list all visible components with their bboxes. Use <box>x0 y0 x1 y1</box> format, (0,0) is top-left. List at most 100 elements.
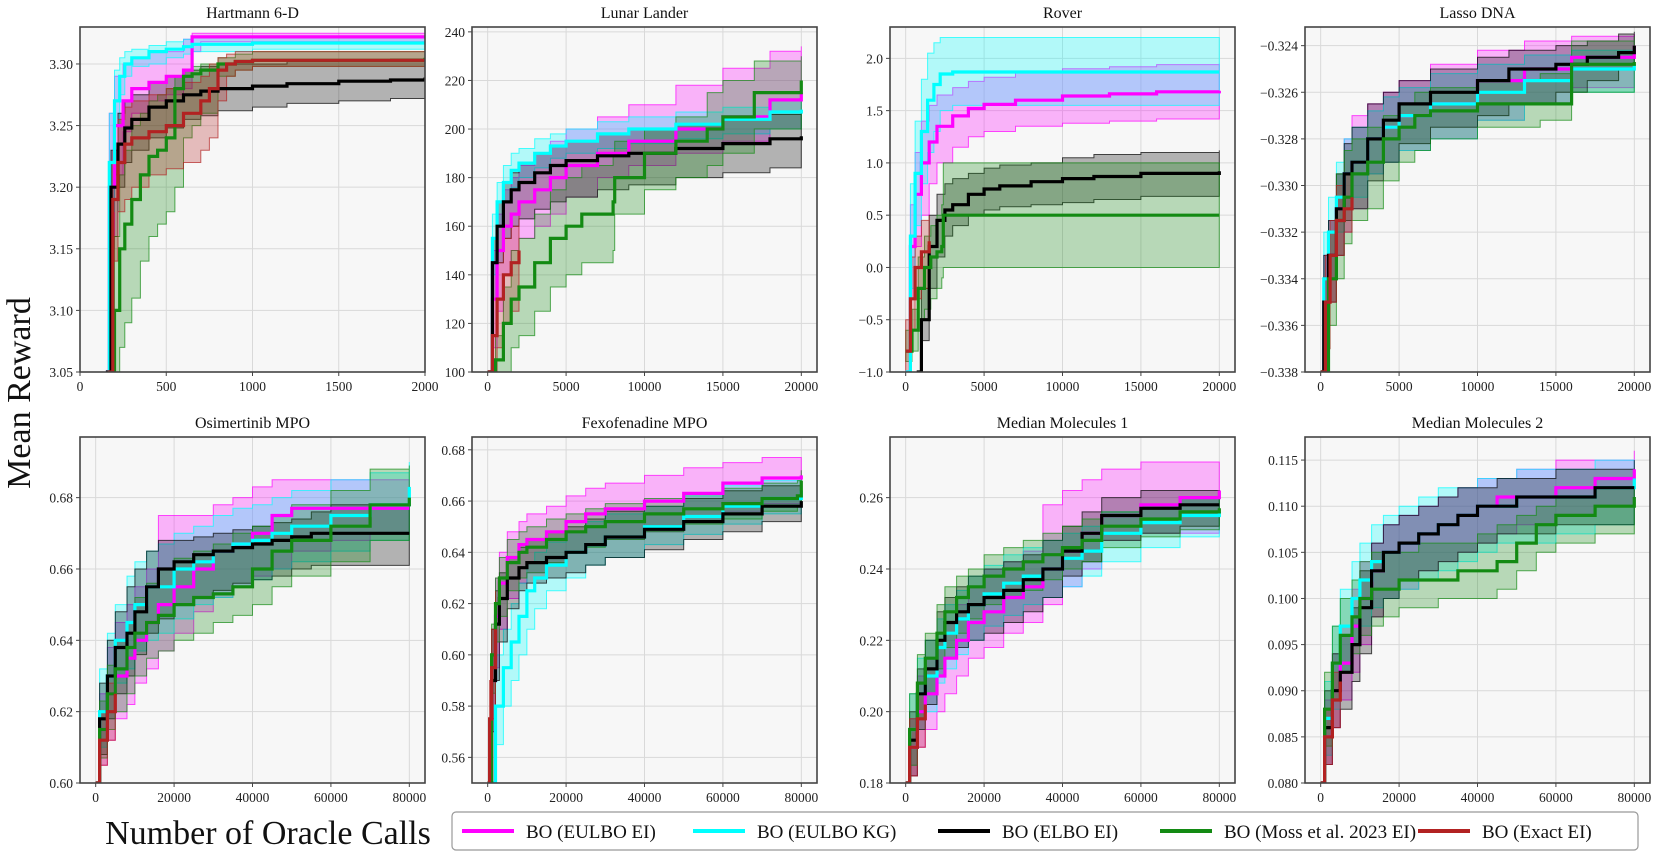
plot-fexofenadine-mpo-y-tick-label: 0.58 <box>441 699 465 714</box>
plot-fexofenadine-mpo-x-tick-label: 20000 <box>549 790 583 805</box>
plot-median-molecules-1-x-tick-label: 80000 <box>1202 790 1236 805</box>
plot-median-molecules-2-series-area <box>1320 450 1636 783</box>
plot-osimertinib-mpo: 0 20000 40000 60000 80000 0.60 0.62 0.64 0.66 0.6… <box>49 415 426 805</box>
plot-median-molecules-1-x-tick-label: 20000 <box>967 790 1001 805</box>
plot-osimertinib-mpo-y-tick-label: 0.68 <box>49 491 73 506</box>
plot-lasso-dna-y-tick-label: −0.330 <box>1260 179 1298 194</box>
plot-lasso-dna-y-tick-label: −0.328 <box>1260 132 1298 147</box>
x-axis-label: Number of Oracle Calls <box>105 815 431 852</box>
plot-osimertinib-mpo-y-tick-label: 0.64 <box>49 633 73 648</box>
plot-rover-y-tick-label: 1.0 <box>866 156 883 171</box>
plot-lunar-lander-x-tick-label: 15000 <box>706 379 740 394</box>
plot-fexofenadine-mpo-x-tick-label: 60000 <box>706 790 740 805</box>
plot-osimertinib-mpo-series-area <box>95 462 411 783</box>
plot-osimertinib-mpo-x-tick-label: 20000 <box>157 790 191 805</box>
plot-rover-y-tick-label: 0.5 <box>866 208 883 223</box>
plot-hartmann-6-d-line-bo-exact-ei <box>107 58 425 372</box>
plot-osimertinib-mpo-title: Osimertinib MPO <box>195 415 310 432</box>
plot-hartmann-6-d-x-tick-label: 1000 <box>239 379 266 394</box>
plot-osimertinib-mpo-line-bo-moss-et-al-2023-ei <box>95 497 411 783</box>
plot-hartmann-6-d-band-bo-elbo-ei <box>105 57 425 372</box>
plot-rover-band-bo-eulbo-ei <box>905 63 1220 372</box>
plot-median-molecules-1: 0 20000 40000 60000 80000 0.18 0.20 0.22 0.24 0.2… <box>859 415 1236 805</box>
plot-hartmann-6-d-band-bo-exact-ei <box>107 51 425 372</box>
plot-hartmann-6-d-band-bo-eulbo-kg <box>105 36 425 372</box>
plot-median-molecules-2-y-tick-label: 0.090 <box>1268 684 1299 699</box>
plot-rover-x-tick-label: 10000 <box>1046 379 1080 394</box>
plot-fexofenadine-mpo-y-tick-label: 0.56 <box>441 750 465 765</box>
plot-lunar-lander-band-bo-moss-et-al-2023-ei <box>487 56 802 372</box>
plot-median-molecules-2-title: Median Molecules 2 <box>1412 415 1544 432</box>
plot-lasso-dna-y-tick-label: −0.324 <box>1260 39 1298 54</box>
plot-lasso-dna-y-tick-label: −0.338 <box>1260 365 1298 380</box>
plot-hartmann-6-d-y-tick-label: 3.30 <box>49 57 73 72</box>
plot-hartmann-6-d-band-bo-moss-et-al-2023-ei <box>111 51 425 372</box>
plot-lunar-lander-y-tick-label: 140 <box>445 268 466 283</box>
plot-median-molecules-2-line-bo-exact-ei <box>1320 681 1342 783</box>
plot-lunar-lander-y-tick-label: 180 <box>445 171 466 186</box>
plot-lunar-lander-line-bo-moss-et-al-2023-ei <box>487 80 803 372</box>
plot-median-molecules-1-line-bo-exact-ei <box>905 704 927 783</box>
plot-lasso-dna-y-tick-label: −0.336 <box>1260 318 1298 333</box>
plot-hartmann-6-d-x-tick-label: 0 <box>77 379 84 394</box>
plot-lasso-dna-series-area <box>1320 31 1636 372</box>
plot-median-molecules-2-y-tick-label: 0.115 <box>1268 453 1298 468</box>
legend-label-bo-eulbo-ei: BO (EULBO EI) <box>526 822 656 843</box>
plot-median-molecules-1-title: Median Molecules 1 <box>997 415 1129 432</box>
plot-lasso-dna-x-tick-label: 0 <box>1317 379 1324 394</box>
plot-osimertinib-mpo-line-bo-elbo-ei <box>95 531 410 783</box>
y-axis-label: Mean Reward <box>1 297 38 489</box>
plot-hartmann-6-d-line-bo-elbo-ei <box>105 77 425 372</box>
plot-osimertinib-mpo-x-tick-label: 80000 <box>392 790 426 805</box>
plot-lunar-lander-y-tick-label: 240 <box>445 25 466 40</box>
plot-lunar-lander-line-bo-elbo-ei <box>487 136 803 372</box>
plot-rover-y-tick-label: 2.0 <box>866 51 883 66</box>
subplot-grid: 0 500 1000 1500 20003.053.103.153.203.253.30… <box>49 5 1651 805</box>
plot-lunar-lander-y-tick-label: 220 <box>445 73 466 88</box>
plot-hartmann-6-d-y-tick-label: 3.05 <box>49 365 73 380</box>
legend-label-bo-exact-ei: BO (Exact EI) <box>1482 822 1592 843</box>
plot-median-molecules-1-y-tick-label: 0.20 <box>859 705 883 720</box>
plot-fexofenadine-mpo-line-bo-elbo-ei <box>487 501 803 783</box>
plot-rover-band-bo-moss-et-al-2023-ei <box>905 162 1220 362</box>
plot-rover-x-tick-label: 15000 <box>1124 379 1158 394</box>
plot-median-molecules-2: 0 20000 40000 60000 80000 0.080 0.085 0.090 0.09… <box>1268 415 1652 805</box>
plot-hartmann-6-d-y-tick-label: 3.25 <box>49 119 73 134</box>
plot-median-molecules-2-line-bo-moss-et-al-2023-ei <box>1320 497 1636 783</box>
plot-lunar-lander: 0 5000 10000 15000 20000 100 120 140 160 180 200 22… <box>445 5 819 394</box>
plot-osimertinib-mpo-y-tick-label: 0.62 <box>49 705 73 720</box>
plot-median-molecules-2-y-tick-label: 0.110 <box>1268 499 1298 514</box>
plot-lasso-dna-x-tick-label: 20000 <box>1617 379 1651 394</box>
legend-label-bo-moss-et-al-2023-ei: BO (Moss et al. 2023 EI) <box>1224 822 1416 843</box>
plot-rover-line-bo-eulbo-kg <box>905 70 1220 372</box>
plot-rover-x-tick-label: 5000 <box>971 379 998 394</box>
plot-median-molecules-2-x-tick-label: 0 <box>1317 790 1324 805</box>
plot-median-molecules-1-x-tick-label: 40000 <box>1046 790 1080 805</box>
plot-median-molecules-1-line-bo-moss-et-al-2023-ei <box>905 508 1221 783</box>
plot-lunar-lander-y-tick-label: 160 <box>445 219 466 234</box>
plot-rover-x-tick-label: 20000 <box>1202 379 1236 394</box>
plot-median-molecules-2-y-tick-label: 0.085 <box>1268 730 1299 745</box>
plot-lunar-lander-x-tick-label: 0 <box>484 379 491 394</box>
plot-hartmann-6-d-title: Hartmann 6-D <box>206 5 299 22</box>
plot-hartmann-6-d-y-tick-label: 3.20 <box>49 180 73 195</box>
plot-fexofenadine-mpo-line-bo-moss-et-al-2023-ei <box>487 480 803 783</box>
legend: BO (EULBO EI) BO (EULBO KG) BO (ELBO EI) BO… <box>451 811 1639 851</box>
plot-median-molecules-1-y-tick-label: 0.24 <box>859 562 883 577</box>
plot-hartmann-6-d-line-bo-eulbo-kg <box>105 41 425 372</box>
plot-median-molecules-2-x-tick-label: 40000 <box>1461 790 1495 805</box>
plot-hartmann-6-d-y-tick-label: 3.10 <box>49 303 73 318</box>
plot-hartmann-6-d-series-area <box>105 32 425 372</box>
plot-fexofenadine-mpo-series-area <box>487 457 803 783</box>
plot-lasso-dna-x-tick-label: 10000 <box>1461 379 1495 394</box>
plot-lasso-dna: 0 5000 10000 15000 20000 −0.338 −0.336 −0.334 −0… <box>1260 5 1651 394</box>
plot-lunar-lander-line-bo-exact-ei <box>487 250 521 372</box>
plot-median-molecules-2-y-tick-label: 0.095 <box>1268 638 1299 653</box>
plot-median-molecules-2-y-tick-label: 0.100 <box>1268 591 1299 606</box>
plot-median-molecules-2-y-tick-label: 0.105 <box>1268 545 1299 560</box>
plot-fexofenadine-mpo-x-tick-label: 80000 <box>784 790 818 805</box>
plot-fexofenadine-mpo-x-tick-label: 0 <box>484 790 491 805</box>
plot-lasso-dna-x-tick-label: 5000 <box>1386 379 1413 394</box>
plot-osimertinib-mpo-line-bo-exact-ei <box>95 693 117 783</box>
plot-fexofenadine-mpo-y-tick-label: 0.60 <box>441 648 465 663</box>
